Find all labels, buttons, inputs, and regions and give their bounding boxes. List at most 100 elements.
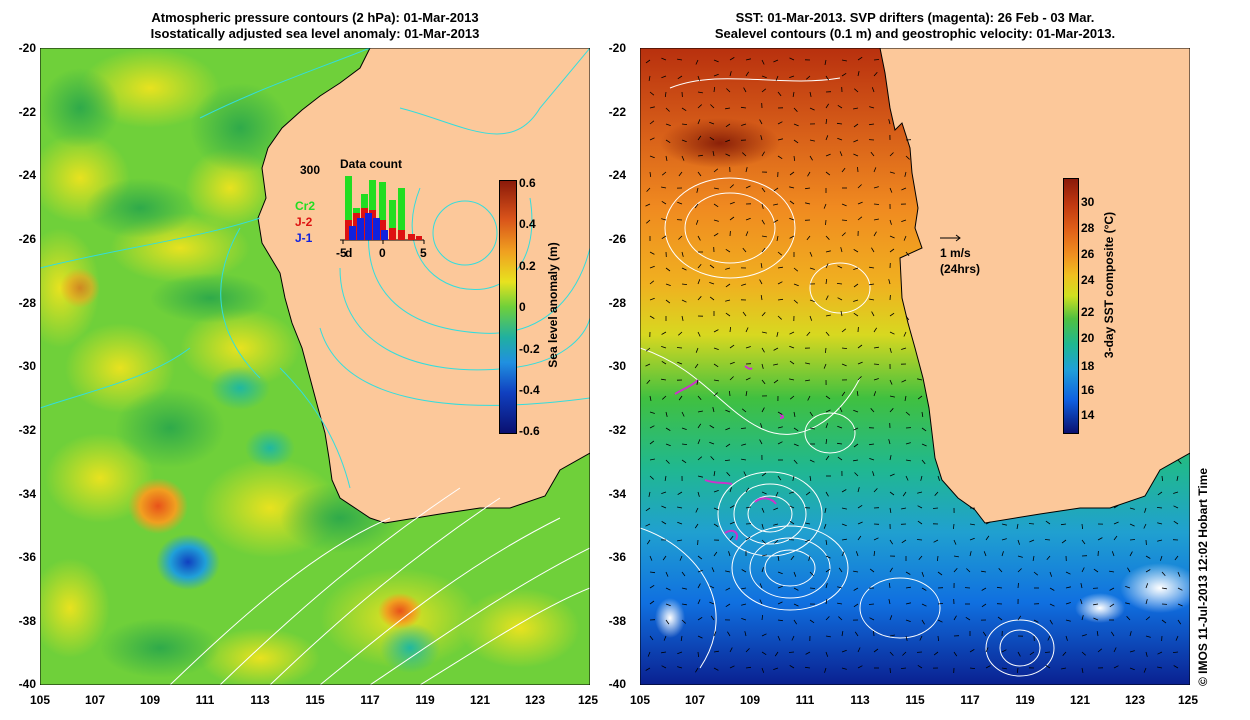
velocity-arrow bbox=[869, 458, 875, 461]
velocity-arrow bbox=[873, 363, 880, 365]
velocity-arrow bbox=[729, 505, 735, 509]
velocity-arrow bbox=[836, 283, 843, 285]
velocity-arrow bbox=[869, 106, 875, 109]
velocity-arrow bbox=[904, 395, 907, 401]
velocity-arrow bbox=[932, 507, 939, 509]
velocity-arrow bbox=[743, 87, 747, 93]
velocity-arrow bbox=[646, 539, 651, 545]
velocity-arrow bbox=[665, 155, 668, 161]
velocity-arrow bbox=[854, 472, 859, 477]
velocity-arrow bbox=[901, 379, 907, 383]
velocity-arrow bbox=[695, 219, 699, 225]
velocity-arrow bbox=[805, 651, 811, 655]
velocity-arrow bbox=[837, 602, 843, 605]
inset-bar-j2 bbox=[369, 210, 376, 240]
velocity-arrow bbox=[649, 635, 654, 641]
velocity-arrow bbox=[773, 363, 779, 366]
velocity-arrow bbox=[857, 201, 863, 205]
right-x-tick: 117 bbox=[960, 693, 980, 707]
right-x-tick: 107 bbox=[684, 693, 706, 707]
left-title-line2: Isostatically adjusted sea level anomaly… bbox=[150, 26, 480, 41]
right-y-tick: -30 bbox=[608, 359, 626, 373]
velocity-arrow bbox=[953, 651, 958, 657]
sst-colorbar-tick: 26 bbox=[1081, 247, 1095, 261]
velocity-arrow bbox=[741, 458, 747, 461]
velocity-arrow bbox=[649, 600, 655, 605]
velocity-arrow bbox=[729, 487, 732, 493]
velocity-arrow bbox=[697, 154, 703, 157]
velocity-arrow bbox=[713, 363, 719, 368]
velocity-arrow bbox=[965, 616, 971, 621]
velocity-arrow bbox=[857, 665, 863, 669]
velocity-scale-sublabel: (24hrs) bbox=[940, 262, 981, 276]
velocity-arrow bbox=[790, 555, 795, 561]
velocity-arrow bbox=[681, 459, 687, 464]
velocity-arrow bbox=[853, 153, 859, 157]
pressure-contours bbox=[40, 48, 590, 489]
right-y-tick: -20 bbox=[608, 41, 626, 55]
velocity-arrow bbox=[761, 539, 766, 544]
velocity-arrow bbox=[871, 87, 875, 93]
velocity-arrow bbox=[649, 411, 655, 414]
right-y-tick: -32 bbox=[608, 423, 626, 437]
velocity-arrow bbox=[1017, 651, 1021, 657]
velocity-arrow bbox=[761, 554, 767, 557]
velocity-arrow bbox=[661, 360, 667, 365]
velocity-arrow bbox=[645, 59, 651, 64]
velocity-arrow bbox=[740, 106, 747, 109]
velocity-arrow bbox=[761, 614, 763, 621]
left-x-tick: 125 bbox=[577, 693, 599, 707]
velocity-arrow bbox=[1097, 648, 1103, 653]
velocity-arrow bbox=[889, 331, 895, 335]
left-y-tick: -34 bbox=[18, 487, 36, 501]
velocity-arrow bbox=[888, 279, 891, 285]
velocity-arrow bbox=[853, 267, 859, 270]
velocity-arrow bbox=[697, 635, 703, 639]
sla-colorbar-tick: 0.6 bbox=[519, 176, 536, 190]
velocity-arrow bbox=[889, 567, 893, 573]
velocity-arrow bbox=[665, 267, 671, 272]
velocity-arrow bbox=[697, 651, 699, 658]
velocity-arrow bbox=[841, 538, 847, 541]
inset-bar-cr2 bbox=[345, 176, 352, 240]
velocity-arrow bbox=[713, 347, 719, 350]
velocity-arrow bbox=[1081, 567, 1085, 573]
velocity-arrow bbox=[841, 328, 847, 333]
velocity-arrow bbox=[661, 235, 667, 240]
velocity-arrow bbox=[665, 411, 668, 417]
inset-legend-j2: J-2 bbox=[295, 215, 313, 229]
velocity-arrow bbox=[837, 265, 843, 269]
velocity-arrow bbox=[889, 539, 894, 545]
velocity-arrow bbox=[1129, 650, 1135, 653]
velocity-arrow bbox=[649, 555, 653, 561]
velocity-arrow bbox=[649, 155, 655, 159]
velocity-arrow bbox=[761, 312, 766, 317]
right-x-tick: 105 bbox=[629, 693, 651, 707]
velocity-arrow bbox=[729, 344, 735, 349]
velocity-arrow bbox=[709, 441, 715, 445]
velocity-arrow bbox=[825, 278, 828, 285]
velocity-arrow bbox=[966, 568, 971, 573]
velocity-arrow bbox=[1177, 571, 1181, 577]
velocity-arrow bbox=[710, 456, 715, 461]
velocity-arrow bbox=[1113, 665, 1119, 669]
velocity-arrow bbox=[745, 536, 751, 541]
right-y-tick: -24 bbox=[608, 168, 626, 182]
velocity-arrow bbox=[665, 587, 671, 591]
velocity-arrow bbox=[697, 410, 703, 413]
velocity-arrow bbox=[741, 443, 747, 446]
velocity-arrow bbox=[777, 411, 783, 415]
velocity-arrow bbox=[1017, 582, 1019, 589]
velocity-arrow bbox=[901, 347, 907, 350]
velocity-arrow bbox=[825, 75, 830, 81]
velocity-arrow bbox=[1093, 617, 1099, 621]
velocity-arrow bbox=[1145, 651, 1148, 657]
velocity-arrow bbox=[709, 425, 715, 429]
left-x-tick: 119 bbox=[415, 693, 435, 707]
velocity-arrow bbox=[789, 75, 795, 78]
velocity-arrow bbox=[981, 587, 987, 591]
velocity-arrow bbox=[837, 586, 843, 589]
velocity-arrow bbox=[873, 167, 877, 173]
right-x-tick: 123 bbox=[1124, 693, 1146, 707]
velocity-arrow bbox=[777, 121, 783, 125]
